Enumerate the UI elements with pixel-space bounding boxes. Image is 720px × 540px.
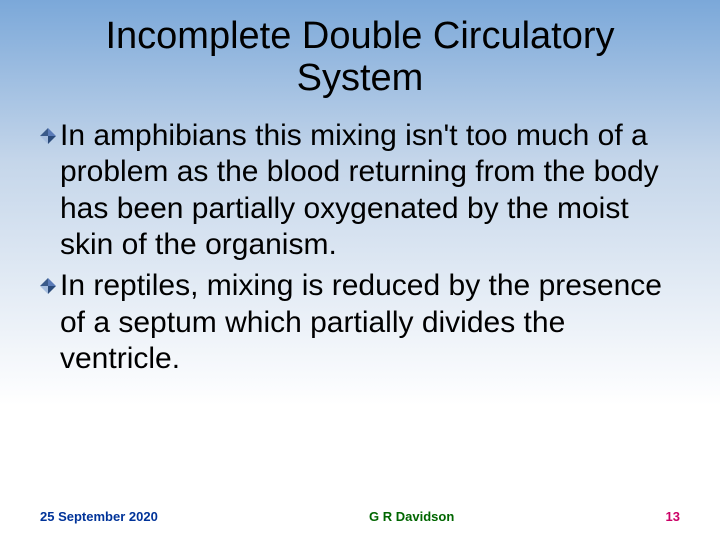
slide-content: In amphibians this mixing isn't too much… (40, 118, 680, 520)
footer-author: G R Davidson (369, 509, 454, 524)
bullet-item: In amphibians this mixing isn't too much… (40, 118, 680, 264)
slide-title: Incomplete Double Circulatory System (40, 16, 680, 100)
bullet-item: In reptiles, mixing is reduced by the pr… (40, 268, 680, 378)
bullet-text: In reptiles, mixing is reduced by the pr… (60, 268, 680, 378)
bullet-text: In amphibians this mixing isn't too much… (60, 118, 680, 264)
footer-date: 25 September 2020 (40, 509, 158, 524)
slide: Incomplete Double Circulatory System In … (0, 0, 720, 540)
footer-page-number: 13 (666, 509, 680, 524)
slide-footer: 25 September 2020 G R Davidson 13 (0, 509, 720, 524)
diamond-bullet-icon (40, 278, 56, 299)
diamond-bullet-icon (40, 128, 56, 149)
